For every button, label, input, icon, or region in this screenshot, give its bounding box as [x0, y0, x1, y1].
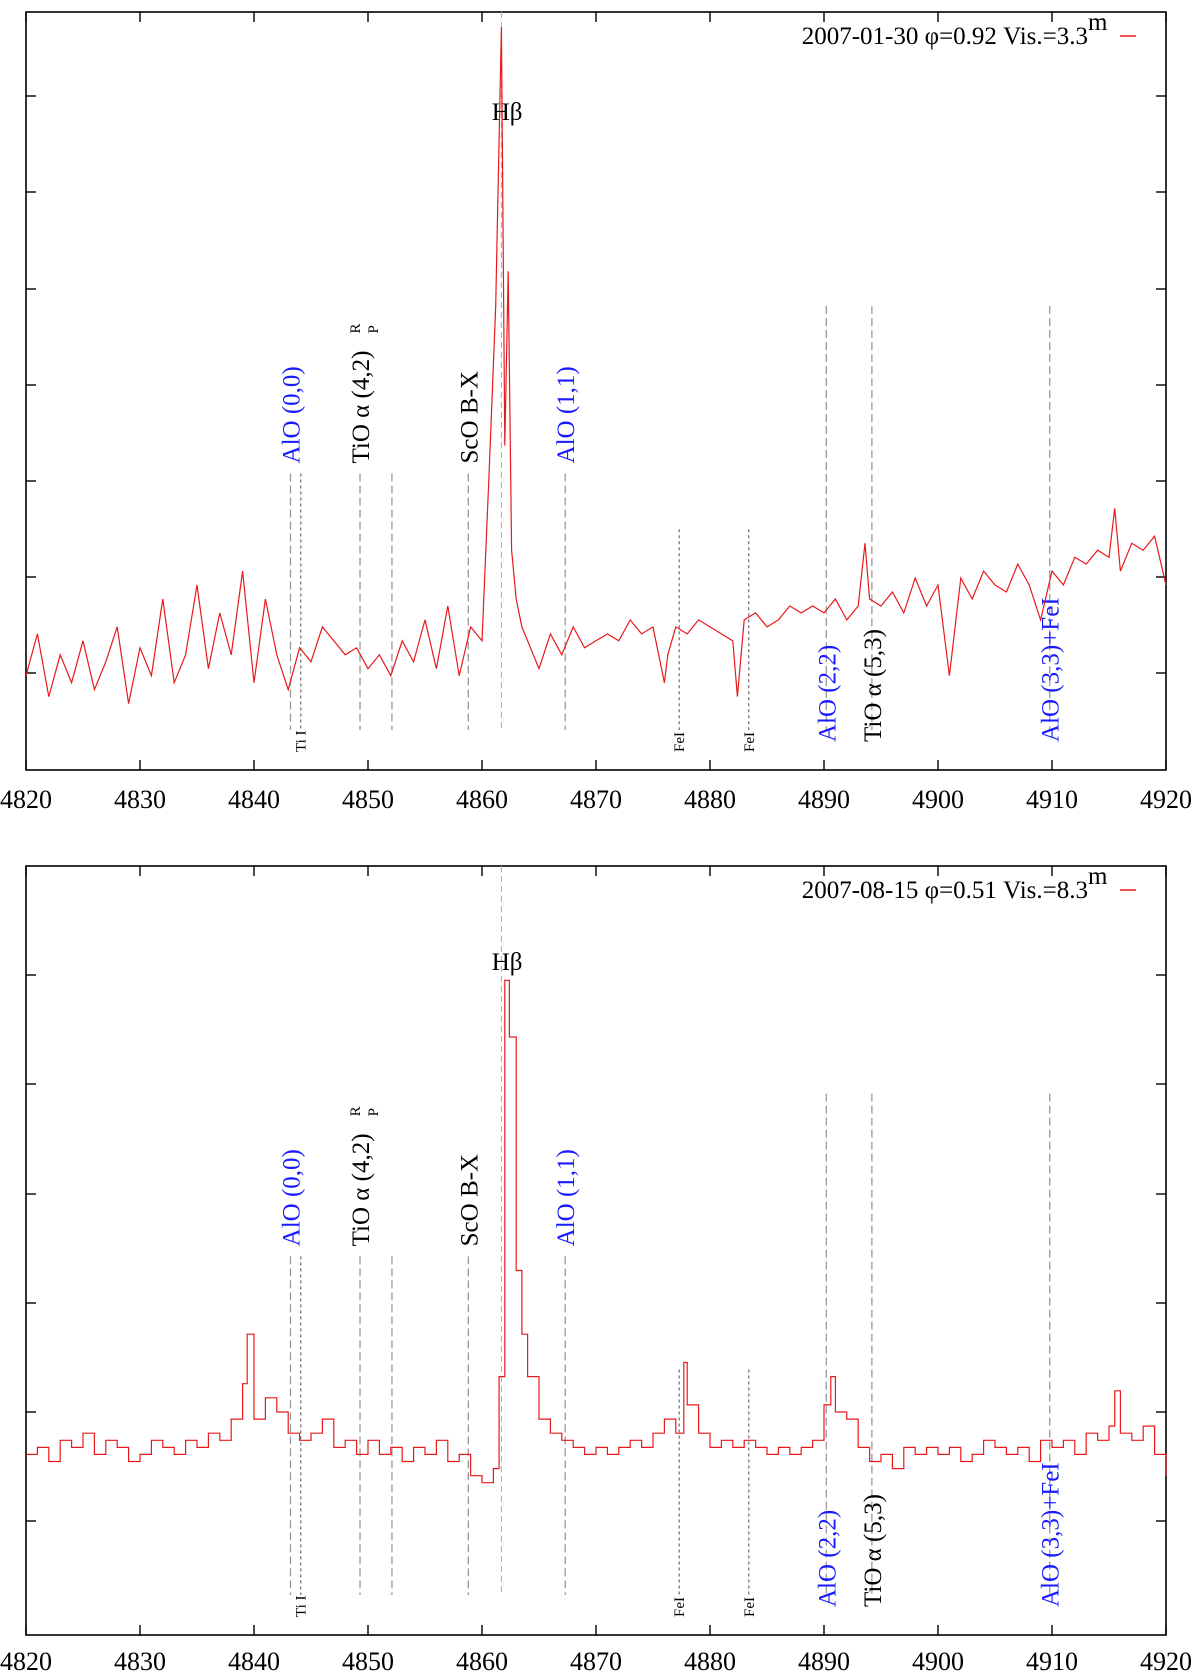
plot-frame — [25, 865, 1167, 1636]
x-tick-label: 4910 — [1026, 1647, 1078, 1672]
x-tick-label: 4900 — [912, 785, 964, 814]
line-label: TiO α (5,3) — [860, 1494, 887, 1607]
legend-superscript: m — [1088, 9, 1108, 36]
chart-panel-1: 4820 4830 4840 4850 4860 4870 4880 4890 4900 4910… — [0, 9, 1192, 814]
line-label-small: FeI — [672, 1597, 688, 1617]
x-tick-label: 4880 — [684, 785, 736, 814]
x-tick-label: 4820 — [0, 785, 52, 814]
x-tick-label: 4850 — [342, 1647, 394, 1672]
x-tick-label: 4880 — [684, 1647, 736, 1672]
line-label: AlO (3,3)+FeI — [1038, 597, 1065, 742]
x-tick-label: 4850 — [342, 785, 394, 814]
line-label: TiO α (4,2) — [348, 1133, 375, 1246]
line-label: AlO (0,0) — [278, 1149, 305, 1246]
x-tick-label: 4910 — [1026, 785, 1078, 814]
plot-frame — [25, 11, 1167, 771]
line-label: AlO (1,1) — [553, 366, 580, 463]
x-tick-label: 4870 — [570, 785, 622, 814]
line-label-small: Ti I — [294, 1595, 310, 1617]
x-tick-label: 4840 — [228, 785, 280, 814]
hbeta-label: Hβ — [492, 99, 523, 126]
line-label-small: FeI — [742, 1597, 758, 1617]
x-tick-label: 4860 — [456, 785, 508, 814]
line-label: ScO B-X — [456, 1154, 483, 1246]
line-label: AlO (2,2) — [814, 1510, 841, 1607]
line-label-small: FeI — [672, 732, 688, 752]
x-tick-label: 4890 — [798, 1647, 850, 1672]
branch-label: R — [348, 323, 364, 333]
x-tick-label: 4870 — [570, 1647, 622, 1672]
hbeta-label: Hβ — [492, 949, 523, 976]
line-label: AlO (3,3)+FeI — [1038, 1462, 1065, 1607]
spectrum-series — [25, 27, 1167, 704]
x-tick-label: 4900 — [912, 1647, 964, 1672]
line-label: AlO (2,2) — [814, 645, 841, 742]
line-label: ScO B-X — [456, 371, 483, 463]
line-label: TiO α (5,3) — [860, 629, 887, 742]
legend-superscript: m — [1088, 863, 1108, 890]
chart-panel-2: 4820 4830 4840 4850 4860 4870 4880 4890 4900 4910… — [0, 863, 1192, 1672]
branch-label: R — [348, 1106, 364, 1116]
legend-label: 2007-08-15 φ=0.51 Vis.=8.3 — [802, 877, 1088, 904]
branch-label: P — [366, 325, 382, 333]
spectrum-series — [26, 979, 1167, 1484]
legend-label: 2007-01-30 φ=0.92 Vis.=3.3 — [802, 23, 1088, 50]
x-tick-label: 4890 — [798, 785, 850, 814]
line-label-small: Ti I — [294, 730, 310, 752]
line-label: TiO α (4,2) — [348, 351, 375, 464]
line-label-small: FeI — [742, 732, 758, 752]
line-label: AlO (0,0) — [278, 366, 305, 463]
x-tick-label: 4920 — [1140, 785, 1192, 814]
x-tick-label: 4840 — [228, 1647, 280, 1672]
x-tick-label: 4830 — [114, 785, 166, 814]
x-tick-label: 4920 — [1140, 1647, 1192, 1672]
x-tick-label: 4830 — [114, 1647, 166, 1672]
branch-label: P — [366, 1108, 382, 1116]
line-label: AlO (1,1) — [553, 1149, 580, 1246]
x-tick-label: 4820 — [0, 1647, 52, 1672]
x-tick-label: 4860 — [456, 1647, 508, 1672]
